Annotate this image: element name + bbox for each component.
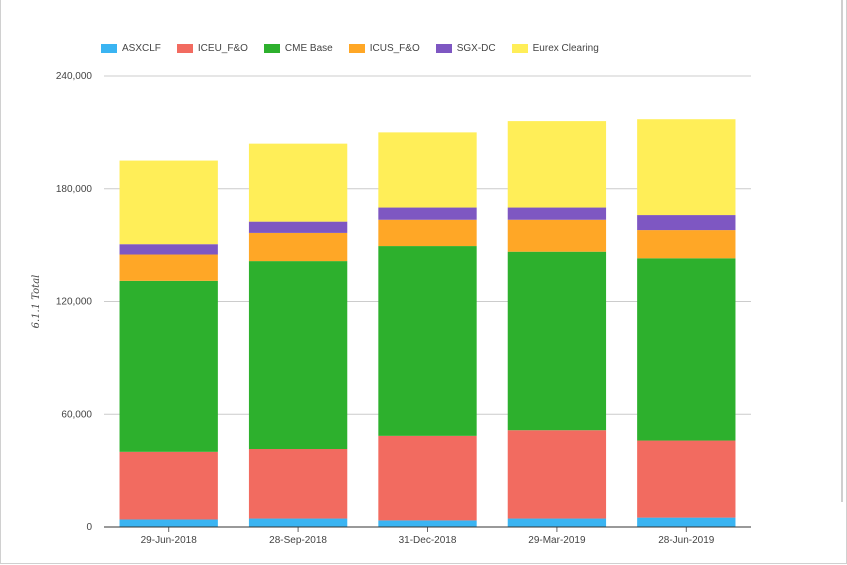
legend-swatch — [435, 43, 452, 53]
legend-swatch — [101, 43, 117, 53]
y-tick-label: 240,000 — [56, 71, 93, 82]
y-tick-label: 60,000 — [61, 409, 92, 420]
bar-segment — [248, 518, 348, 527]
bar-segment — [378, 520, 477, 527]
y-tick-label: 120,000 — [56, 297, 93, 308]
bar-segment — [248, 449, 348, 519]
bar-segment — [378, 246, 477, 436]
legend: ASXCLF ICEU_F&O CME Base ICUS_F&O SGX-DC Eure… — [101, 41, 615, 55]
legend-swatch — [348, 43, 365, 53]
legend-item[interactable]: Eurex Clearing — [511, 42, 599, 54]
legend-item[interactable]: SGX-DC — [435, 42, 496, 54]
x-tick-label: 31-Dec-2018 — [399, 535, 457, 546]
bar-segment — [637, 258, 736, 441]
legend-swatch — [176, 43, 193, 53]
bar-segment — [248, 232, 348, 262]
x-tick-label: 28-Sep-2018 — [269, 535, 327, 546]
legend-label: Eurex Clearing — [532, 42, 599, 54]
bar-segment — [248, 261, 348, 450]
legend-item[interactable]: ASXCLF — [101, 43, 161, 54]
bar-segment — [378, 207, 477, 220]
bar-segment — [637, 517, 736, 527]
x-tick-label: 29-Mar-2019 — [528, 535, 586, 546]
bars — [119, 119, 736, 527]
bar-segment — [119, 244, 218, 255]
bar-segment — [637, 215, 736, 231]
x-tick-label: 29-Jun-2018 — [141, 535, 198, 546]
scrollbar[interactable] — [841, 0, 843, 502]
y-axis-label: 6.1.1 Total — [31, 275, 42, 329]
legend-label: ICEU_F&O — [197, 42, 248, 54]
legend-label: ASXCLF — [122, 42, 161, 54]
legend-item[interactable]: ICUS_F&O — [348, 42, 420, 54]
bar-segment — [507, 251, 607, 431]
y-tick-label: 0 — [86, 522, 92, 533]
legend-label: SGX-DC — [456, 42, 496, 54]
bar-segment — [507, 518, 607, 527]
bar-segment — [248, 143, 348, 222]
legend-swatch — [263, 43, 280, 53]
legend-item[interactable]: ICEU_F&O — [176, 42, 248, 54]
bar-segment — [378, 132, 477, 208]
bar-segment — [119, 280, 218, 452]
bar-segment — [637, 440, 736, 518]
bar-segment — [119, 254, 218, 281]
bar-segment — [378, 219, 477, 247]
bar-segment — [378, 435, 477, 521]
x-tick-label: 28-Jun-2019 — [658, 535, 715, 546]
legend-item[interactable]: CME Base — [263, 42, 333, 54]
bar-segment — [248, 221, 348, 233]
bar-segment — [119, 451, 218, 520]
bar-segment — [119, 519, 218, 527]
axes: 0 60,000 120,000 180,000 240,000 6.1.1 Total 2… — [31, 71, 751, 546]
bar-segment — [507, 121, 607, 208]
bar-segment — [507, 219, 607, 252]
bar-segment — [119, 160, 218, 245]
legend-label: CME Base — [284, 42, 333, 54]
y-tick-label: 180,000 — [56, 184, 93, 195]
bar-segment — [637, 119, 736, 216]
bar-segment — [507, 430, 607, 519]
bar-segment — [637, 230, 736, 259]
bar-segment — [507, 207, 607, 220]
legend-swatch — [511, 43, 528, 53]
legend-label: ICUS_F&O — [369, 42, 420, 54]
